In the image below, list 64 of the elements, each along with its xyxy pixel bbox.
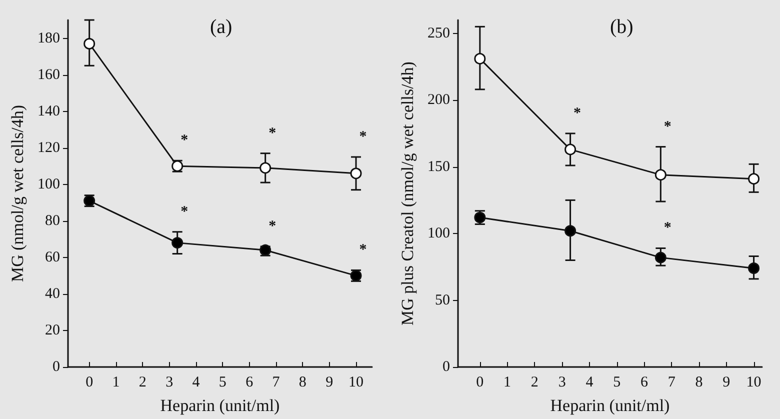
x-tick-label: 2 [138, 374, 146, 390]
y-tick-label: 140 [38, 103, 60, 120]
y-axis-title: MG (nmol/g wet cells/4h) [8, 104, 27, 282]
point [84, 38, 96, 50]
y-tick-label: 80 [45, 212, 60, 229]
x-tick-label: 8 [298, 374, 306, 390]
x-tick-label: 10 [348, 374, 364, 390]
annotation: * [664, 118, 672, 135]
chart-title: (b) [610, 16, 634, 38]
y-tick-label: 0 [442, 359, 450, 375]
annotation: * [359, 242, 367, 258]
y-tick-label: 120 [38, 140, 60, 156]
y-tick-label: 40 [45, 286, 60, 302]
point [260, 162, 272, 174]
annotation: * [180, 132, 188, 149]
chart-title: (a) [210, 16, 232, 38]
y-tick-label: 50 [435, 292, 450, 308]
point [474, 52, 486, 64]
y-axis-title: MG plus Creatol (nmol/g wet cells/4h) [398, 62, 417, 326]
x-tick-label: 6 [640, 374, 648, 390]
point [564, 225, 576, 237]
x-axis-title: Heparin (unit/ml) [550, 396, 670, 415]
x-tick-label: 0 [476, 374, 484, 390]
x-tick-label: 7 [668, 374, 676, 390]
x-tick-label: 0 [86, 374, 94, 390]
point [564, 144, 576, 156]
y-tick-label: 100 [38, 176, 60, 192]
y-tick-label: 250 [428, 25, 450, 42]
point [350, 168, 362, 180]
annotation: * [268, 125, 276, 142]
annotation: * [180, 204, 188, 220]
annotation: * [574, 105, 582, 122]
x-tick-label: 9 [326, 374, 334, 390]
point [172, 237, 184, 249]
x-tick-label: 9 [722, 374, 730, 390]
x-tick-label: 4 [192, 374, 200, 390]
y-tick-label: 150 [428, 158, 450, 175]
x-tick-label: 10 [746, 374, 762, 390]
point [748, 173, 760, 185]
x-tick-label: 2 [530, 374, 538, 390]
x-tick-label: 3 [558, 374, 566, 390]
point [654, 252, 666, 264]
y-tick-label: 200 [428, 92, 450, 108]
y-tick-label: 20 [45, 322, 60, 338]
point [654, 169, 666, 181]
x-tick-label: 1 [112, 374, 120, 390]
x-tick-label: 7 [272, 374, 280, 390]
y-tick-label: 100 [428, 226, 450, 242]
annotation: * [664, 220, 672, 236]
x-tick-label: 5 [218, 374, 226, 390]
x-tick-label: 5 [613, 374, 621, 390]
y-tick-label: 0 [52, 359, 60, 375]
y-tick-label: 60 [45, 249, 60, 266]
x-axis-title: Heparin (unit/ml) [160, 396, 280, 415]
y-tick-label: 160 [38, 66, 60, 83]
annotation: * [359, 128, 367, 145]
x-tick-label: 1 [504, 374, 512, 390]
x-tick-label: 3 [166, 374, 174, 390]
x-tick-label: 8 [695, 374, 703, 390]
x-tick-label: 6 [246, 374, 254, 390]
x-tick-label: 4 [586, 374, 594, 390]
y-tick-label: 180 [38, 30, 60, 46]
point [748, 262, 760, 274]
annotation: * [268, 218, 276, 234]
